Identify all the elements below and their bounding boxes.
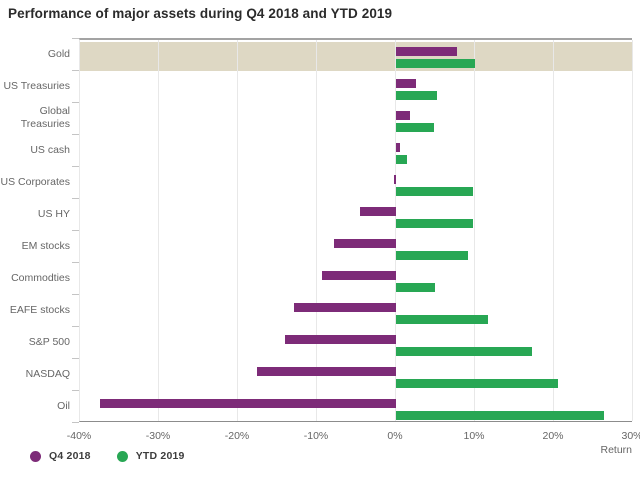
q4-2018-swatch-icon [30, 450, 41, 462]
category-label-oil: Oil [57, 399, 70, 412]
plot-area [79, 38, 633, 422]
category-label-us-corporates: US Corporates [0, 175, 70, 188]
bar-q4-2018-us-corporates [394, 175, 396, 184]
y-axis-tick [72, 38, 79, 39]
category-label-em-stocks: EM stocks [21, 239, 70, 252]
category-label-nasdaq: NASDAQ [25, 367, 70, 380]
bar-q4-2018-oil [99, 399, 396, 408]
bar-q4-2018-us-cash [396, 143, 400, 152]
x-tick-label-20: 20% [542, 430, 564, 442]
legend-item-q4-2018: Q4 2018 [30, 450, 91, 462]
y-axis-tick [72, 326, 79, 327]
bar-q4-2018-em-stocks [334, 239, 396, 248]
gridline-30 [632, 40, 633, 421]
bar-q4-2018-us-treasuries [396, 79, 416, 88]
bar-q4-2018-eafe-stocks [294, 303, 396, 312]
gridline-10 [474, 40, 475, 421]
gridline--10 [316, 40, 317, 421]
bar-ytd-2019-eafe-stocks [396, 315, 488, 324]
y-axis-tick [72, 422, 79, 423]
category-label-global-treasuries: Global Treasuries [20, 105, 70, 130]
y-axis-tick [72, 70, 79, 71]
x-tick-label--10: -10% [303, 430, 329, 442]
bar-ytd-2019-us-treasuries [396, 91, 438, 100]
x-tick-label-10: 10% [463, 430, 485, 442]
gridline-0 [395, 40, 396, 421]
x-tick-label--20: -20% [224, 430, 250, 442]
gridline--30 [158, 40, 159, 421]
bar-ytd-2019-nasdaq [396, 379, 558, 388]
bar-ytd-2019-us-hy [396, 219, 473, 228]
category-label-us-hy: US HY [37, 207, 70, 220]
bar-q4-2018-gold [396, 47, 457, 56]
bar-ytd-2019-gold [396, 59, 475, 68]
y-axis-tick [72, 390, 79, 391]
bar-ytd-2019-us-cash [396, 155, 408, 164]
y-axis-tick [72, 166, 79, 167]
bar-q4-2018-nasdaq [256, 367, 396, 376]
category-label-s-p-500: S&P 500 [28, 335, 70, 348]
bar-q4-2018-us-hy [359, 207, 396, 216]
chart-title: Performance of major assets during Q4 20… [8, 6, 393, 21]
x-axis-title: Return [600, 444, 632, 456]
bar-q4-2018-global-treasuries [396, 111, 411, 120]
y-axis-tick [72, 230, 79, 231]
highlight-band-gold [80, 42, 633, 71]
x-tick-label-30: 30% [621, 430, 640, 442]
category-label-eafe-stocks: EAFE stocks [9, 303, 70, 316]
legend-label: YTD 2019 [135, 450, 185, 462]
gridline--40 [79, 40, 80, 421]
bar-ytd-2019-s-p-500 [396, 347, 532, 356]
gridline--20 [237, 40, 238, 421]
y-axis-tick [72, 134, 79, 135]
y-axis-tick [72, 358, 79, 359]
category-label-gold: Gold [47, 47, 70, 60]
ytd-2019-swatch-icon [116, 450, 128, 462]
y-axis-tick [72, 294, 79, 295]
gridline-20 [553, 40, 554, 421]
y-axis-tick [72, 102, 79, 103]
bar-q4-2018-s-p-500 [285, 335, 396, 344]
x-tick-label--30: -30% [145, 430, 171, 442]
legend: Q4 2018 YTD 2019 [30, 450, 185, 462]
y-axis-tick [72, 198, 79, 199]
category-label-us-treasuries: US Treasuries [3, 79, 70, 92]
x-tick-label--40: -40% [66, 430, 92, 442]
category-label-us-cash: US cash [30, 143, 70, 156]
bar-ytd-2019-us-corporates [396, 187, 473, 196]
x-tick-label-0: 0% [387, 430, 403, 442]
bar-ytd-2019-commodties [396, 283, 435, 292]
bar-q4-2018-commodties [321, 271, 396, 280]
bar-ytd-2019-global-treasuries [396, 123, 434, 132]
legend-item-ytd-2019: YTD 2019 [116, 450, 185, 462]
legend-label: Q4 2018 [49, 450, 91, 462]
bar-ytd-2019-oil [396, 411, 604, 420]
bar-ytd-2019-em-stocks [396, 251, 468, 260]
category-label-commodties: Commodties [11, 271, 70, 284]
y-axis-tick [72, 262, 79, 263]
